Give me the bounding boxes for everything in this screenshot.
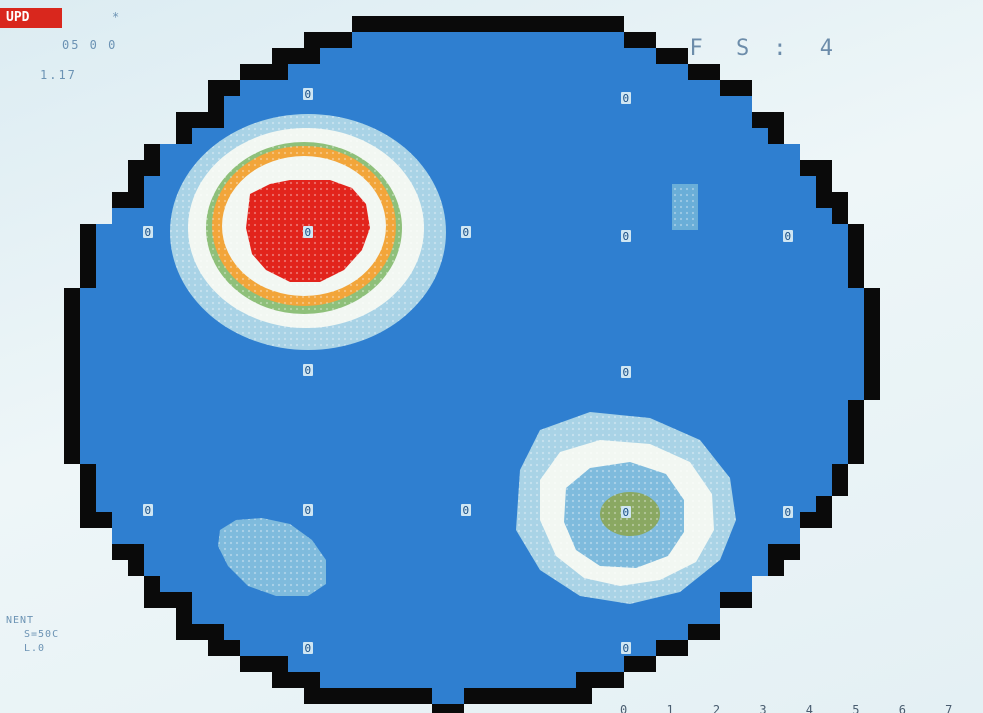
top-left-readout-2: 1.17 <box>40 68 77 82</box>
sensor-marker <box>461 504 471 516</box>
faint-spot-lower-left <box>218 518 326 596</box>
sensor-marker <box>461 226 471 238</box>
sensor-marker <box>303 504 313 516</box>
sensor-marker-glyph: 0 <box>785 230 792 243</box>
sensor-marker-glyph: 0 <box>463 504 470 517</box>
sensor-marker-glyph: 0 <box>463 226 470 239</box>
corner-mark: * <box>112 10 122 24</box>
top-left-readout-1: 05 0 0 <box>62 38 118 52</box>
sensor-marker <box>621 366 631 378</box>
sensor-marker <box>303 642 313 654</box>
side-notes: NENT S=50C L.0 <box>6 614 59 656</box>
sensor-marker <box>143 504 153 516</box>
sensor-marker-glyph: 0 <box>623 230 630 243</box>
sensor-marker <box>303 364 313 376</box>
frame-label-text: F S <box>689 36 760 61</box>
sensor-marker-glyph: 0 <box>305 364 312 377</box>
sensor-marker-glyph: 0 <box>145 504 152 517</box>
scale-strip: 0 1 2 3 4 5 6 7 8 <box>620 703 969 713</box>
sensor-marker-glyph: 0 <box>305 88 312 101</box>
sensor-marker <box>783 230 793 242</box>
small-patch-upper-right <box>672 184 698 230</box>
sensor-marker-glyph: 0 <box>623 506 630 519</box>
sensor-marker-glyph: 0 <box>623 366 630 379</box>
sensor-marker-glyph: 0 <box>145 226 152 239</box>
sensor-marker-glyph: 0 <box>305 504 312 517</box>
frame-label: F S : 4 <box>690 36 844 61</box>
sensor-markers: 0 0 0 0 0 0 0 0 0 0 0 0 0 0 0 0 <box>143 88 793 655</box>
sensor-marker <box>783 506 793 518</box>
sensor-marker <box>621 506 631 518</box>
sensor-marker-glyph: 0 <box>623 642 630 655</box>
sensor-marker-glyph: 0 <box>785 506 792 519</box>
frame-label-value: : 4 <box>773 36 843 61</box>
sensor-marker <box>621 642 631 654</box>
side-note-3: L.0 <box>24 643 46 654</box>
side-note-1: NENT <box>6 615 35 626</box>
side-note-2: S=50C <box>24 629 60 640</box>
sensor-marker <box>303 226 313 238</box>
sensor-marker <box>621 92 631 104</box>
sensor-marker-glyph: 0 <box>623 92 630 105</box>
sensor-marker-glyph: 0 <box>305 642 312 655</box>
corner-tag: UPD <box>0 8 62 28</box>
sensor-marker <box>303 88 313 100</box>
sensor-marker <box>621 230 631 242</box>
sensor-marker <box>143 226 153 238</box>
sensor-marker-glyph: 0 <box>305 226 312 239</box>
